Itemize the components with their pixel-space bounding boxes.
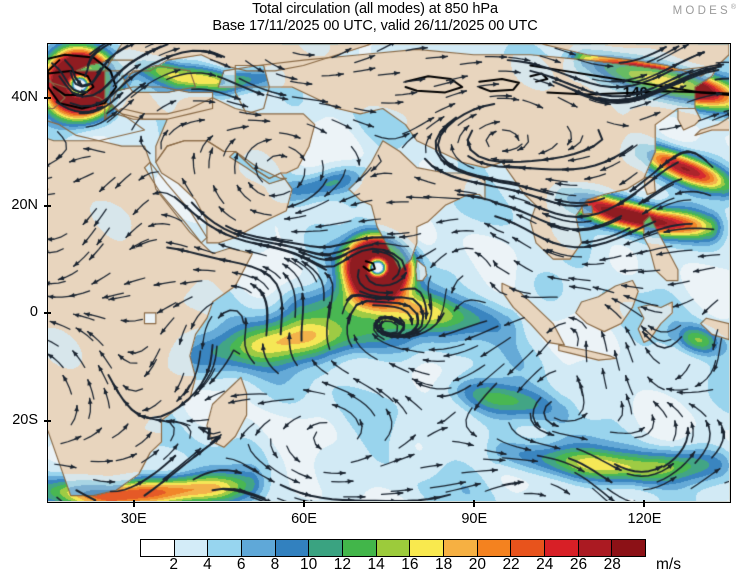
x-tick-mark: [132, 500, 135, 507]
chart-subtitle: Base 17/11/2025 00 UTC, valid 26/11/2025…: [212, 18, 538, 34]
colorbar-band: [309, 540, 344, 556]
colorbar-band: [141, 540, 175, 556]
modes-watermark: MODES®: [673, 4, 736, 17]
x-tick-mark: [643, 500, 646, 507]
colorbar-tick-label: 2: [169, 556, 179, 573]
chart-title: Total circulation (all modes) at 850 hPa: [252, 1, 498, 17]
x-tick-label: 90E: [461, 511, 488, 527]
colorbar-wrapper: [140, 539, 646, 557]
colorbar-tick-label: 12: [333, 556, 352, 573]
y-tick-label: 0: [29, 304, 38, 321]
y-tick-label: 20S: [12, 411, 38, 428]
colorbar-unit-label: m/s: [656, 556, 681, 573]
colorbar-band: [376, 540, 411, 556]
y-tick-mark: [44, 419, 51, 422]
colorbar-band: [174, 540, 209, 556]
colorbar-tick-label: 10: [300, 556, 318, 573]
chart-title-block: Total circulation (all modes) at 850 hPa…: [0, 1, 750, 35]
x-tick-mark: [473, 500, 476, 507]
colorbar-tick-label: 8: [270, 556, 280, 573]
map-plot-area[interactable]: [47, 43, 731, 503]
wind-speed-map: [48, 44, 729, 501]
colorbar-band: [343, 540, 377, 556]
colorbar[interactable]: [140, 539, 646, 557]
colorbar-tick-label: 14: [367, 556, 385, 573]
colorbar-band: [444, 540, 478, 556]
colorbar-band: [578, 540, 613, 556]
modes-watermark-text: MODES: [672, 4, 731, 17]
colorbar-band: [208, 540, 243, 556]
modes-watermark-mark: ®: [730, 4, 736, 11]
colorbar-band: [545, 540, 579, 556]
colorbar-band: [410, 540, 445, 556]
x-tick-label: 120E: [627, 511, 662, 527]
colorbar-band: [242, 540, 276, 556]
colorbar-tick-label: 24: [536, 556, 554, 573]
colorbar-tick-label: 16: [401, 556, 419, 573]
colorbar-tick-label: 4: [203, 556, 212, 573]
colorbar-tick-label: 26: [569, 556, 588, 573]
colorbar-tick-label: 20: [468, 556, 486, 573]
colorbar-tick-label: 18: [434, 556, 453, 573]
y-tick-label: 40N: [11, 89, 38, 106]
x-tick-label: 30E: [120, 511, 147, 527]
colorbar-band: [275, 540, 310, 556]
y-tick-mark: [44, 204, 51, 207]
colorbar-tick-label: 22: [502, 556, 520, 573]
colorbar-band: [612, 540, 646, 556]
x-tick-mark: [302, 500, 305, 507]
colorbar-tick-label: 28: [603, 556, 621, 573]
x-tick-label: 60E: [291, 511, 317, 527]
colorbar-tick-label: 6: [236, 556, 246, 573]
colorbar-band: [511, 540, 546, 556]
colorbar-band: [477, 540, 512, 556]
y-tick-mark: [44, 97, 51, 100]
y-tick-mark: [44, 312, 51, 315]
y-tick-label: 20N: [11, 196, 38, 213]
